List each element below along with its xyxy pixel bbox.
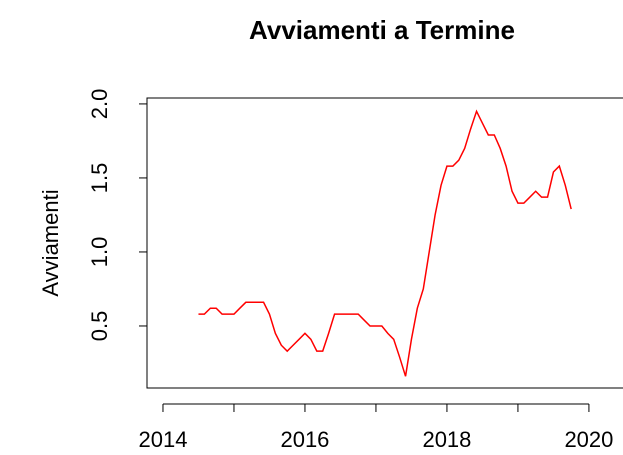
x-tick-label: 2018 — [422, 427, 471, 452]
y-tick-label: 1.5 — [87, 163, 112, 194]
line-series — [198, 109, 572, 377]
y-tick-label: 0.5 — [87, 311, 112, 342]
chart-title: Avviamenti a Termine — [249, 15, 515, 45]
y-tick-label: 2.0 — [87, 89, 112, 120]
y-axis-label: Avviamenti — [38, 189, 63, 296]
x-tick-label: 2014 — [138, 427, 187, 452]
y-tick-label: 1.0 — [87, 237, 112, 268]
x-tick-label: 2016 — [280, 427, 329, 452]
x-tick-label: 2020 — [564, 427, 613, 452]
plot-frame — [146, 97, 623, 389]
